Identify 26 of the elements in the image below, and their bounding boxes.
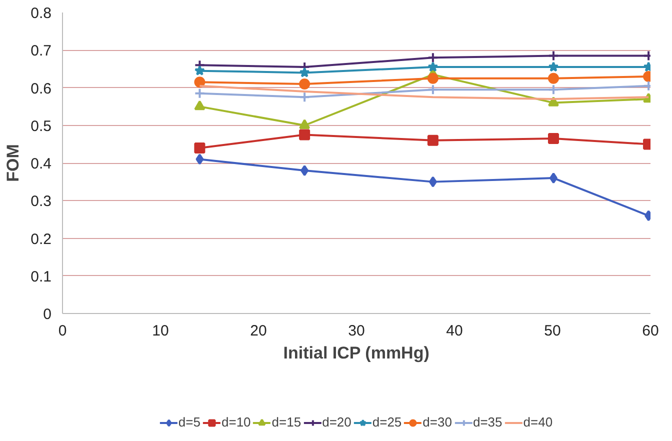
x-tick-label: 40 <box>446 322 463 340</box>
x-tick-label: 50 <box>544 322 561 340</box>
y-tick-label: 0.3 <box>30 193 52 210</box>
y-tick-label: 0.1 <box>30 268 52 286</box>
x-tick-label: 10 <box>152 322 169 340</box>
y-tick-label: 0 <box>43 306 52 323</box>
legend-label: d=40 <box>523 414 553 430</box>
y-tick-label: 0.7 <box>30 42 52 60</box>
y-tick-label: 0.5 <box>30 118 52 135</box>
y-axis-title: FOM <box>4 144 23 182</box>
y-tick-label: 0.2 <box>30 230 52 248</box>
x-tick-label: 30 <box>348 322 365 340</box>
legend-label: d=15 <box>272 414 302 430</box>
x-tick-label: 0 <box>58 322 67 340</box>
y-tick-label: 0.4 <box>30 156 52 172</box>
legend-label: d=25 <box>372 414 402 430</box>
x-axis-title: Initial ICP (mmHg) <box>283 344 430 362</box>
legend-label: d=5 <box>178 414 200 430</box>
x-tick-label: 60 <box>642 322 659 340</box>
x-tick-label: 20 <box>250 322 267 340</box>
legend-label: d=35 <box>472 414 502 430</box>
legend-label: d=10 <box>221 414 251 430</box>
y-tick-label: 0.8 <box>30 5 52 22</box>
legend-label: d=20 <box>322 414 352 430</box>
legend-label: d=30 <box>422 414 452 430</box>
y-tick-label: 0.6 <box>30 80 52 98</box>
